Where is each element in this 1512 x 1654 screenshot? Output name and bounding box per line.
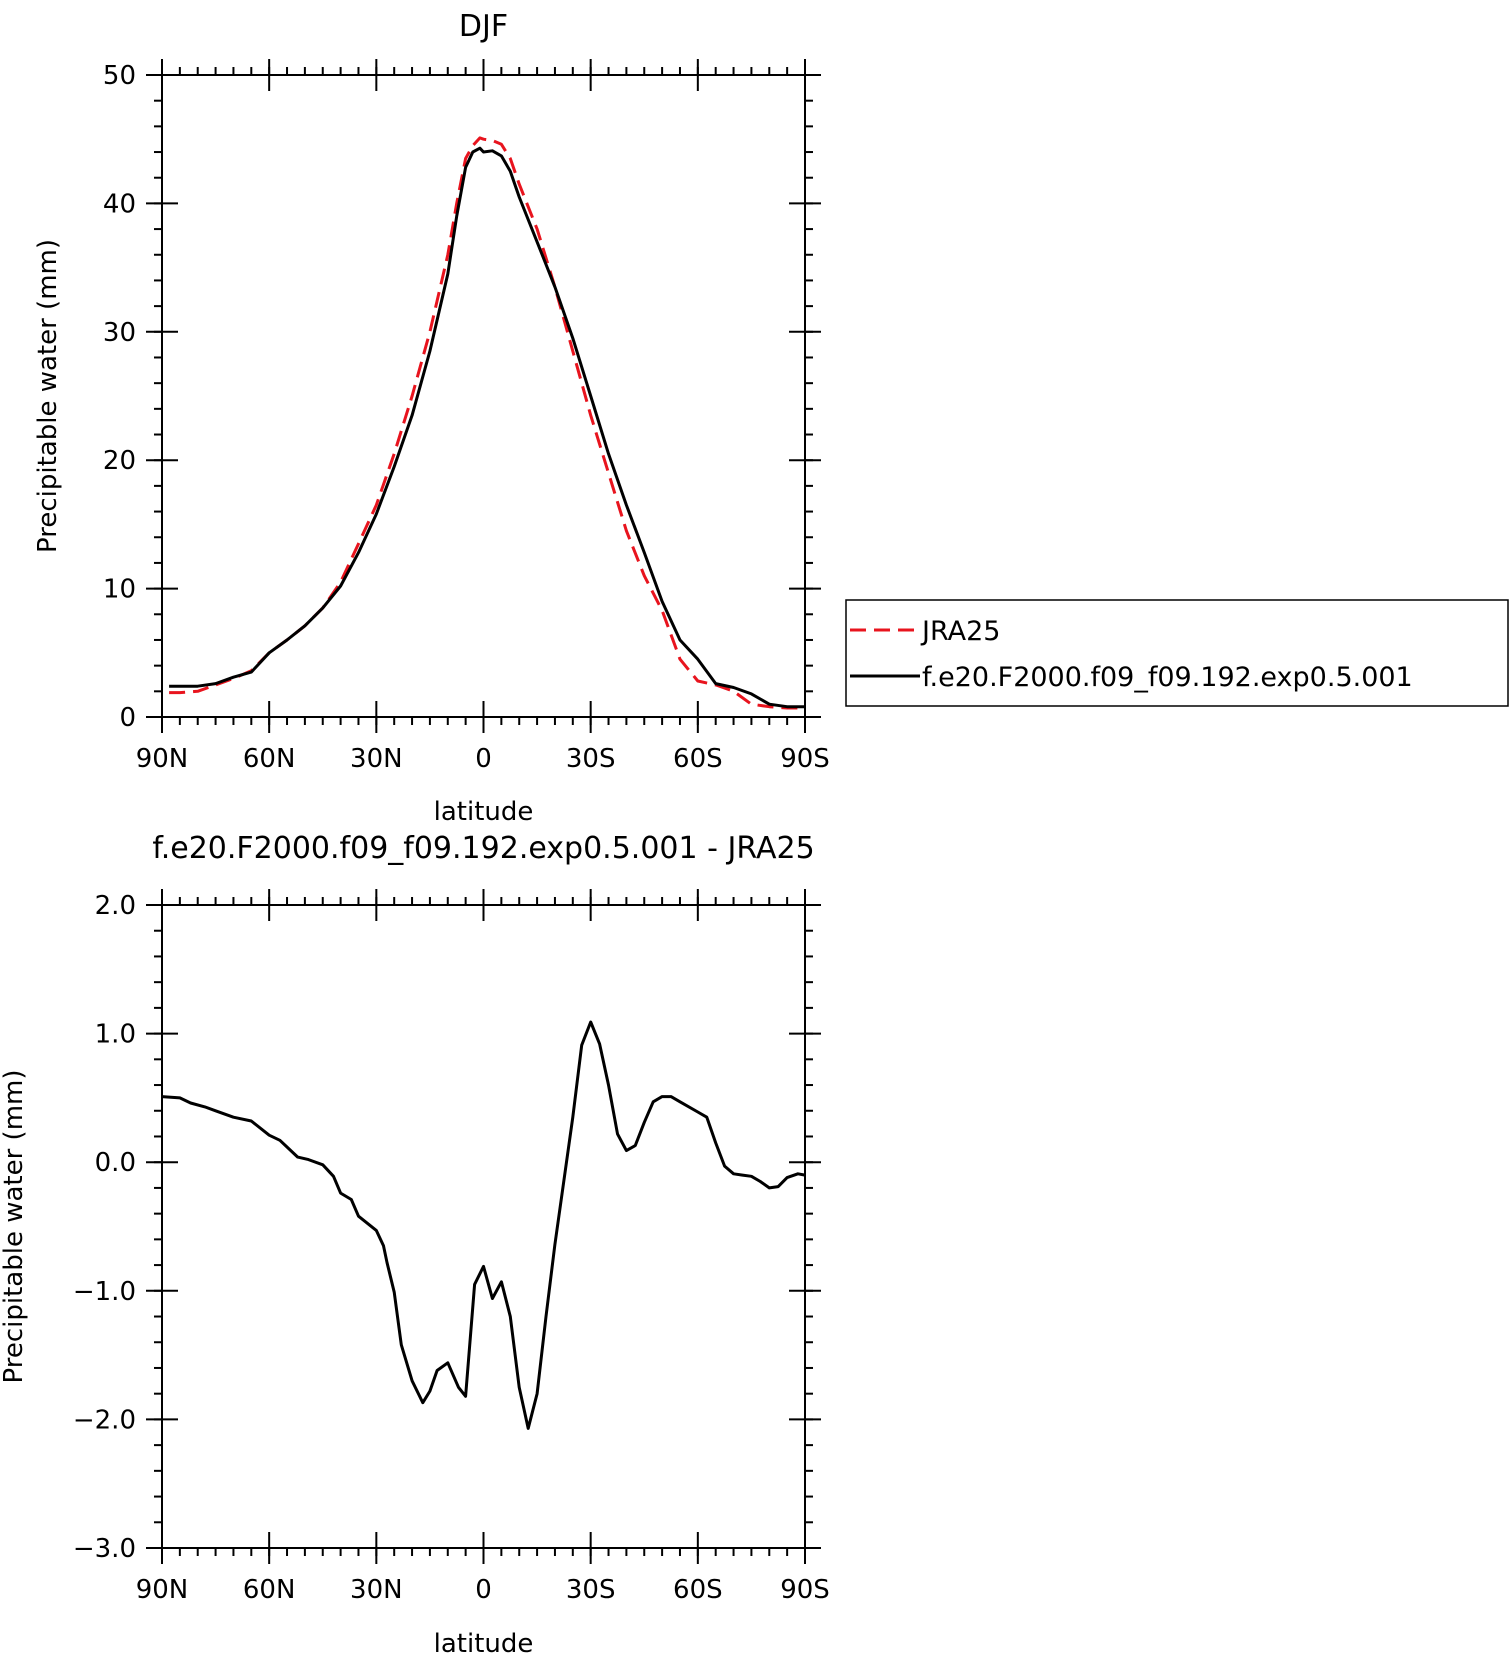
series-line-1 (169, 146, 805, 709)
x-tick-label: 0 (475, 1575, 492, 1605)
y-axis-label: Precipitable water (mm) (33, 239, 63, 553)
y-axis-label: Precipitable water (mm) (0, 1070, 29, 1384)
legend-box (845, 599, 1509, 707)
x-tick-label: 30S (566, 1575, 616, 1605)
x-tick-label: 60N (243, 1575, 296, 1605)
x-tick-label: 60S (673, 744, 723, 774)
x-tick-label: 90S (780, 744, 830, 774)
x-tick-label: 90S (780, 1575, 830, 1605)
y-tick-label: 50 (103, 61, 136, 91)
legend-label-0: JRA25 (920, 616, 1000, 647)
y-tick-label: 0.0 (95, 1148, 136, 1178)
y-tick-label: −1.0 (73, 1277, 136, 1307)
y-tick-label: 20 (103, 446, 136, 476)
chart-title: DJF (459, 9, 508, 44)
x-tick-label: 30S (566, 744, 616, 774)
plot-frame (161, 74, 806, 718)
x-tick-label: 30N (350, 744, 403, 774)
y-tick-label: 30 (103, 318, 136, 348)
top-chart-djf: DJF 0 10 20 30 40 50 90N 60N 30N 0 30S 60S 90S latitud… (33, 9, 830, 827)
x-axis-label: latitude (434, 1629, 534, 1654)
tick-marks (146, 889, 821, 1564)
y-tick-label: 2.0 (95, 891, 136, 921)
bottom-chart-difference: f.e20.F2000.f09_f09.192.exp0.5.001 - JRA… (0, 831, 830, 1654)
y-tick-label: −2.0 (73, 1405, 136, 1435)
tick-marks (146, 59, 821, 733)
x-axis-label: latitude (434, 797, 534, 827)
series-line-0 (169, 136, 805, 710)
y-tick-label: 1.0 (95, 1020, 136, 1050)
y-tick-label: 10 (103, 575, 136, 605)
plot-frame (161, 904, 806, 1549)
x-tick-label: 0 (475, 744, 492, 774)
x-tick-label: 60S (673, 1575, 723, 1605)
chart-title: f.e20.F2000.f09_f09.192.exp0.5.001 - JRA… (152, 831, 814, 866)
y-tick-label: −3.0 (73, 1534, 136, 1564)
y-tick-label: 0 (119, 703, 136, 733)
y-tick-label: 40 (103, 189, 136, 219)
x-tick-label: 90N (136, 1575, 189, 1605)
legend: JRA25 f.e20.F2000.f09_f09.192.exp0.5.001 (845, 599, 1509, 707)
x-tick-label: 60N (243, 744, 296, 774)
x-tick-label: 30N (350, 1575, 403, 1605)
series-line-0 (161, 1020, 806, 1430)
x-tick-label: 90N (136, 744, 189, 774)
legend-label-1: f.e20.F2000.f09_f09.192.exp0.5.001 (922, 662, 1413, 693)
